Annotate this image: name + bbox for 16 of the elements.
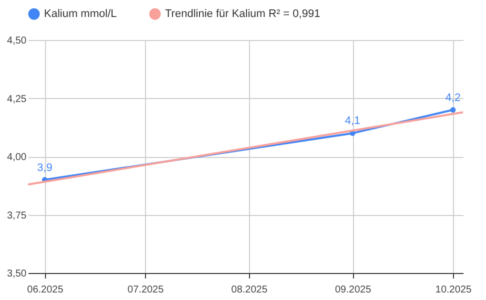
legend-label: Kalium mmol/L <box>44 8 117 20</box>
x-tick-label: 09.2025 <box>335 284 372 296</box>
y-tick-label: 3,75 <box>7 210 27 222</box>
x-tick-label: 10.2025 <box>435 284 472 296</box>
x-tick-label: 06.2025 <box>27 284 64 296</box>
legend-label: Trendlinie für Kalium R² = 0,991 <box>165 8 320 20</box>
data-label: 4,1 <box>344 115 360 128</box>
y-tick-label: 4,25 <box>7 94 27 105</box>
y-tick-label: 3,50 <box>7 268 27 280</box>
y-tick-label: 4,00 <box>7 152 27 163</box>
data-label: 4,2 <box>445 92 461 104</box>
x-tick-label: 08.2025 <box>231 284 268 296</box>
point <box>450 107 456 113</box>
x-tick-label: 07.2025 <box>128 284 164 296</box>
y-tick-label: 4,50 <box>7 36 27 46</box>
data-label: 3,9 <box>37 162 52 174</box>
